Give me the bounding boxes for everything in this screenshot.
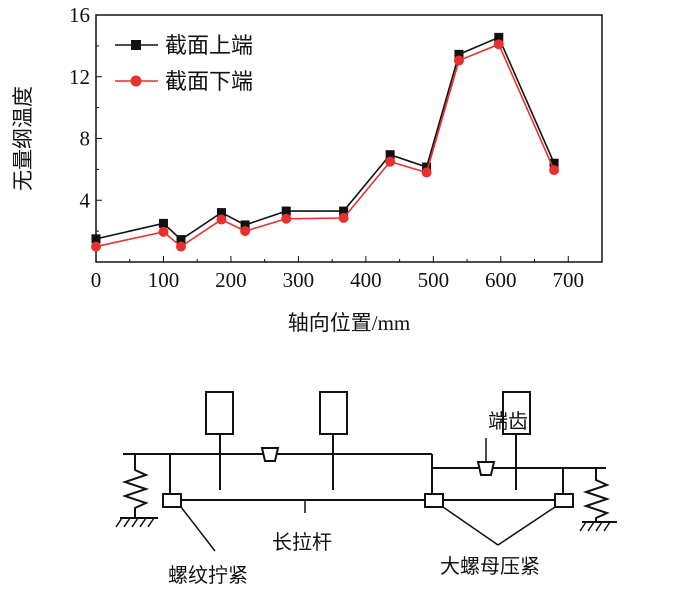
data-point xyxy=(281,206,291,216)
data-point xyxy=(494,32,504,42)
legend-marker xyxy=(130,75,142,87)
data-point xyxy=(216,214,227,225)
x-tick-label: 500 xyxy=(418,268,450,292)
x-axis-label: 轴向位置/mm xyxy=(288,311,411,335)
x-tick-label: 100 xyxy=(148,268,180,292)
label-long-rod: 长拉杆 xyxy=(272,531,332,554)
x-tick-label: 400 xyxy=(350,268,382,292)
series-line-0 xyxy=(95,36,555,241)
x-tick-label: 300 xyxy=(283,268,315,292)
data-point xyxy=(240,226,251,237)
nut xyxy=(424,493,444,508)
data-point xyxy=(176,241,187,252)
disk xyxy=(319,391,348,435)
y-tick-label: 12 xyxy=(69,65,90,89)
x-tick-label: 600 xyxy=(485,268,517,292)
spring-right xyxy=(582,468,611,522)
nut xyxy=(554,493,574,508)
data-point xyxy=(422,162,432,172)
label-thread-tighten: 螺纹拧紧 xyxy=(168,564,248,587)
label-end-tooth: 端齿 xyxy=(488,410,528,433)
x-tick-label: 700 xyxy=(553,268,585,292)
data-point xyxy=(281,213,292,224)
data-point xyxy=(338,213,349,224)
y-tick-label: 16 xyxy=(69,3,90,27)
data-point xyxy=(454,49,464,59)
data-point xyxy=(549,158,559,168)
data-point xyxy=(385,150,395,160)
y-tick-label: 8 xyxy=(80,127,91,151)
end-tooth xyxy=(476,461,496,476)
data-point xyxy=(176,235,186,245)
rotor-diagram xyxy=(115,391,617,552)
data-point xyxy=(421,167,432,178)
x-tick-label: 0 xyxy=(91,268,102,292)
end-tooth xyxy=(260,447,280,462)
data-point xyxy=(549,165,560,176)
legend-label: 截面上端 xyxy=(165,33,253,58)
data-point xyxy=(240,220,250,230)
data-point xyxy=(216,208,226,218)
data-point xyxy=(91,241,101,252)
data-point xyxy=(493,39,504,50)
data-point xyxy=(158,218,168,228)
data-point xyxy=(385,156,396,167)
nut xyxy=(162,493,182,508)
legend-label: 截面下端 xyxy=(165,69,253,94)
disk xyxy=(205,391,234,435)
label-nut-press: 大螺母压紧 xyxy=(440,555,540,578)
x-tick-label: 200 xyxy=(215,268,247,292)
data-point xyxy=(91,234,101,244)
data-point xyxy=(453,55,464,66)
chart: 0 100 200 300 400 500 600 700 4 8 12 16 轴向位置/mm 无量纲温度… xyxy=(11,3,603,335)
spring-left xyxy=(121,455,150,518)
legend-marker xyxy=(131,40,141,50)
data-point xyxy=(339,206,349,216)
y-axis-label: 无量纲温度 xyxy=(11,86,35,191)
y-tick-label: 4 xyxy=(80,188,91,212)
data-point xyxy=(158,226,169,237)
